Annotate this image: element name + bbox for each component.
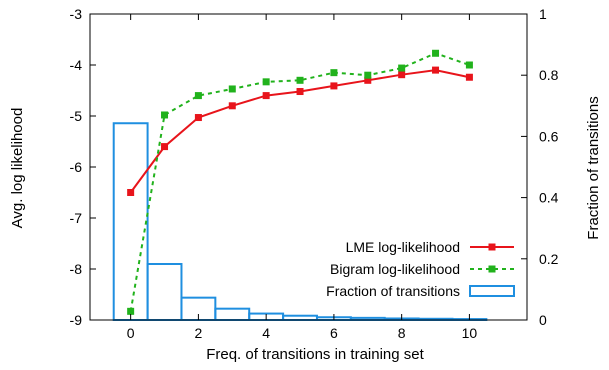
y-left-tick-label: -3	[70, 6, 83, 22]
y-axis-label-left: Avg. log likelihood	[9, 108, 26, 229]
bar	[282, 314, 318, 322]
data-point	[194, 92, 202, 100]
x-tick-label: 2	[195, 325, 203, 341]
y-left-tick-label: -8	[70, 261, 83, 277]
y-left-tick-label: -7	[70, 210, 83, 226]
y-left-tick-label: -4	[70, 57, 83, 73]
data-point	[364, 76, 372, 84]
y-right-tick-label: 0.8	[539, 67, 559, 83]
data-point	[398, 64, 406, 72]
data-point	[127, 307, 135, 315]
bar	[146, 263, 183, 322]
legend-marker	[488, 265, 496, 273]
bar	[112, 122, 149, 321]
data-point	[194, 114, 202, 122]
data-point	[398, 71, 406, 79]
data-point	[364, 71, 372, 79]
data-point	[161, 111, 169, 119]
data-point	[262, 92, 270, 100]
legend: LME log-likelihood Bigram log-likelihood F…	[326, 239, 515, 299]
data-point	[330, 69, 338, 77]
data-point	[432, 49, 440, 57]
x-tick-label: 4	[262, 325, 270, 341]
y-left-tick-label: -5	[70, 108, 83, 124]
y-left-tick-label: -9	[70, 312, 83, 328]
legend-label: Fraction of transitions	[326, 283, 460, 299]
data-point	[465, 73, 473, 81]
tick-labels: 0 2 4 6 8 10 -3 -4 -5 -6 -7 -8 -9 1 0.8 0.6 0.4 0.2 0	[70, 6, 559, 341]
y-axis-label-right: Fraction of transitions	[585, 96, 602, 239]
data-point	[161, 143, 169, 151]
x-tick-label: 8	[398, 325, 406, 341]
x-tick-label: 6	[330, 325, 338, 341]
y-right-tick-label: 0.2	[539, 251, 559, 267]
data-point	[465, 61, 473, 69]
axes	[89, 13, 528, 321]
data-point	[228, 102, 236, 110]
legend-swatch	[469, 285, 515, 297]
series-lines	[127, 49, 473, 315]
data-point	[262, 78, 270, 86]
y-right-tick-label: 0.6	[539, 128, 559, 144]
data-point	[228, 85, 236, 93]
x-axis-label: Freq. of transitions in training set	[206, 346, 424, 363]
y-right-tick-label: 0	[539, 312, 547, 328]
data-point	[296, 76, 304, 84]
x-tick-label: 0	[127, 325, 135, 341]
legend-marker	[488, 243, 496, 251]
data-point	[432, 66, 440, 74]
y-right-tick-label: 0.4	[539, 190, 559, 206]
legend-label: LME log-likelihood	[346, 239, 460, 255]
data-point	[296, 88, 304, 96]
series-line	[129, 52, 470, 312]
legend-label: Bigram log-likelihood	[330, 261, 460, 277]
y-right-tick-label: 1	[539, 6, 547, 22]
bar	[214, 307, 251, 322]
y-left-tick-label: -6	[70, 159, 83, 175]
data-point	[330, 82, 338, 90]
x-tick-label: 10	[462, 325, 478, 341]
data-point	[127, 189, 135, 196]
